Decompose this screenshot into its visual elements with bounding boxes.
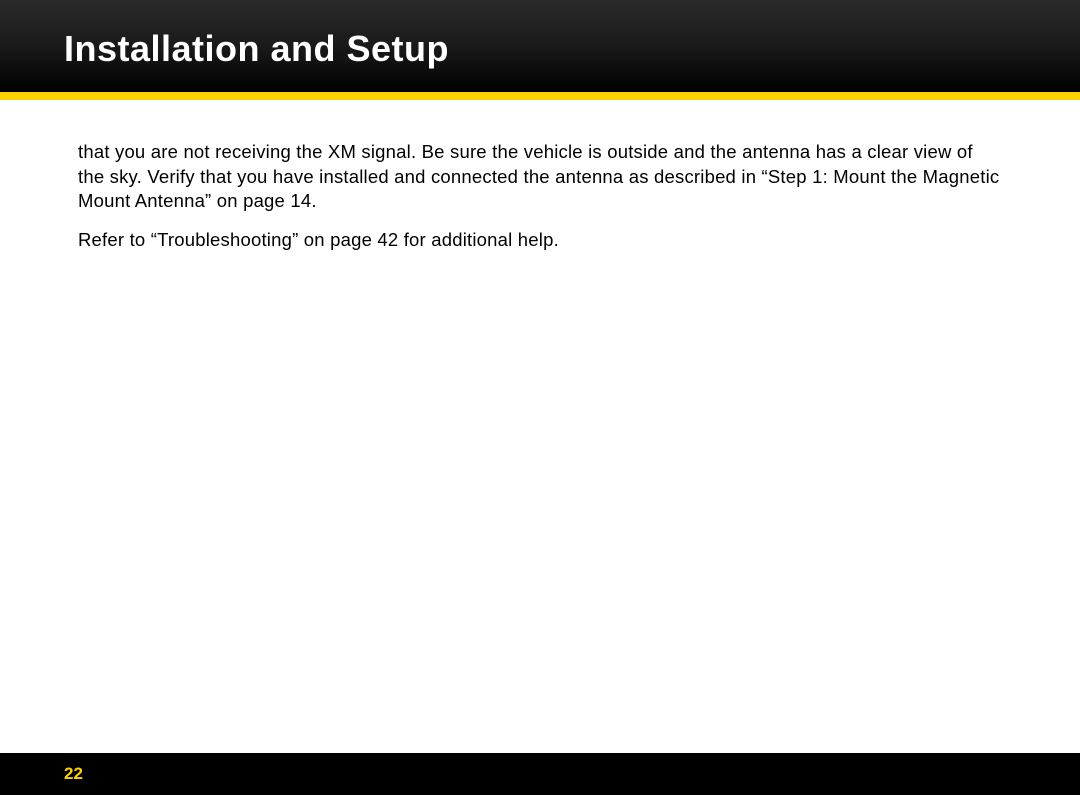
- header-band: Installation and Setup: [0, 0, 1080, 92]
- content-area: that you are not receiving the XM signal…: [0, 100, 1080, 252]
- page-title: Installation and Setup: [64, 28, 1080, 70]
- footer-band: 22: [0, 753, 1080, 795]
- body-paragraph: that you are not receiving the XM signal…: [78, 140, 1002, 214]
- body-paragraph: Refer to “Troubleshooting” on page 42 fo…: [78, 228, 1002, 253]
- accent-stripe: [0, 92, 1080, 100]
- page-number: 22: [64, 764, 83, 784]
